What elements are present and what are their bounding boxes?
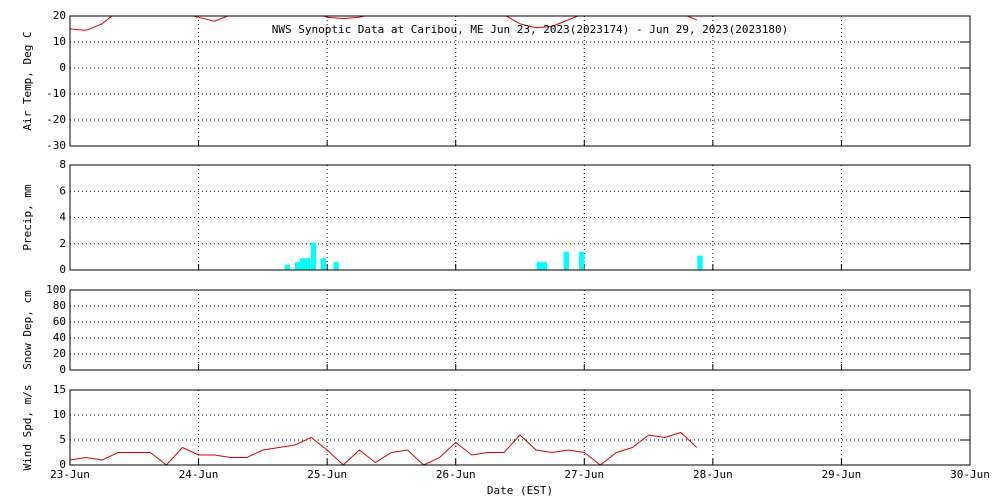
- x-tick-label: 25-Jun: [307, 468, 347, 481]
- y-tick-label: 20: [53, 347, 66, 360]
- bar: [541, 262, 548, 270]
- bar: [563, 251, 569, 270]
- y-axis-label: Precip, mm: [21, 184, 34, 251]
- x-tick-label: 30-Jun: [950, 468, 990, 481]
- x-tick-label: 23-Jun: [50, 468, 90, 481]
- y-tick-label: 10: [53, 408, 66, 421]
- y-tick-label: 60: [53, 315, 66, 328]
- x-tick-label: 29-Jun: [822, 468, 862, 481]
- x-tick-label: 28-Jun: [693, 468, 733, 481]
- bar: [310, 242, 317, 270]
- y-tick-label: 0: [59, 263, 66, 276]
- y-axis-label: Air Temp, Deg C: [21, 31, 34, 130]
- y-tick-label: -20: [46, 113, 66, 126]
- bar: [294, 262, 301, 270]
- chart-title: NWS Synoptic Data at Caribou, ME Jun 23,…: [272, 23, 789, 36]
- y-tick-label: 100: [46, 283, 66, 296]
- plot-frame: [69, 164, 971, 271]
- y-tick-label: 0: [59, 458, 66, 471]
- y-axis-label: Snow Dep, cm: [21, 290, 34, 370]
- y-tick-label: 8: [59, 158, 66, 171]
- y-tick-label: -10: [46, 87, 66, 100]
- y-axis-label: Wind Spd, m/s: [21, 384, 34, 470]
- bar: [300, 258, 306, 270]
- bar: [536, 262, 542, 270]
- y-tick-label: 5: [59, 433, 66, 446]
- plot-frame: [69, 389, 971, 466]
- bar: [333, 262, 339, 270]
- bar: [697, 255, 703, 270]
- y-tick-label: 0: [59, 61, 66, 74]
- bar: [284, 264, 290, 270]
- y-tick-label: 0: [59, 363, 66, 376]
- y-tick-label: -30: [46, 139, 66, 152]
- y-tick-label: 4: [59, 211, 66, 224]
- x-axis-label: Date (EST): [487, 484, 553, 497]
- y-tick-label: 6: [59, 184, 66, 197]
- bar: [579, 251, 585, 270]
- x-tick-label: 24-Jun: [179, 468, 219, 481]
- data-line: [70, 431, 698, 465]
- plot-frame: [69, 289, 971, 371]
- bar: [305, 258, 311, 270]
- y-tick-label: 40: [53, 331, 66, 344]
- y-tick-label: 80: [53, 299, 66, 312]
- y-tick-label: 2: [59, 237, 66, 250]
- y-tick-label: 15: [53, 383, 66, 396]
- x-tick-label: 26-Jun: [436, 468, 476, 481]
- x-tick-label: 27-Jun: [564, 468, 604, 481]
- plot-frame: [69, 15, 971, 147]
- bar: [320, 258, 326, 270]
- y-tick-label: 20: [53, 9, 66, 22]
- y-tick-label: 10: [53, 35, 66, 48]
